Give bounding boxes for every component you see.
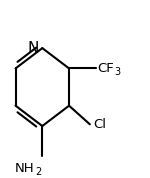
Text: Cl: Cl [93, 118, 106, 131]
Text: N: N [28, 41, 39, 56]
Text: 3: 3 [114, 67, 120, 77]
Text: CF: CF [97, 62, 114, 75]
Text: 2: 2 [36, 167, 42, 177]
Text: NH: NH [15, 163, 35, 176]
